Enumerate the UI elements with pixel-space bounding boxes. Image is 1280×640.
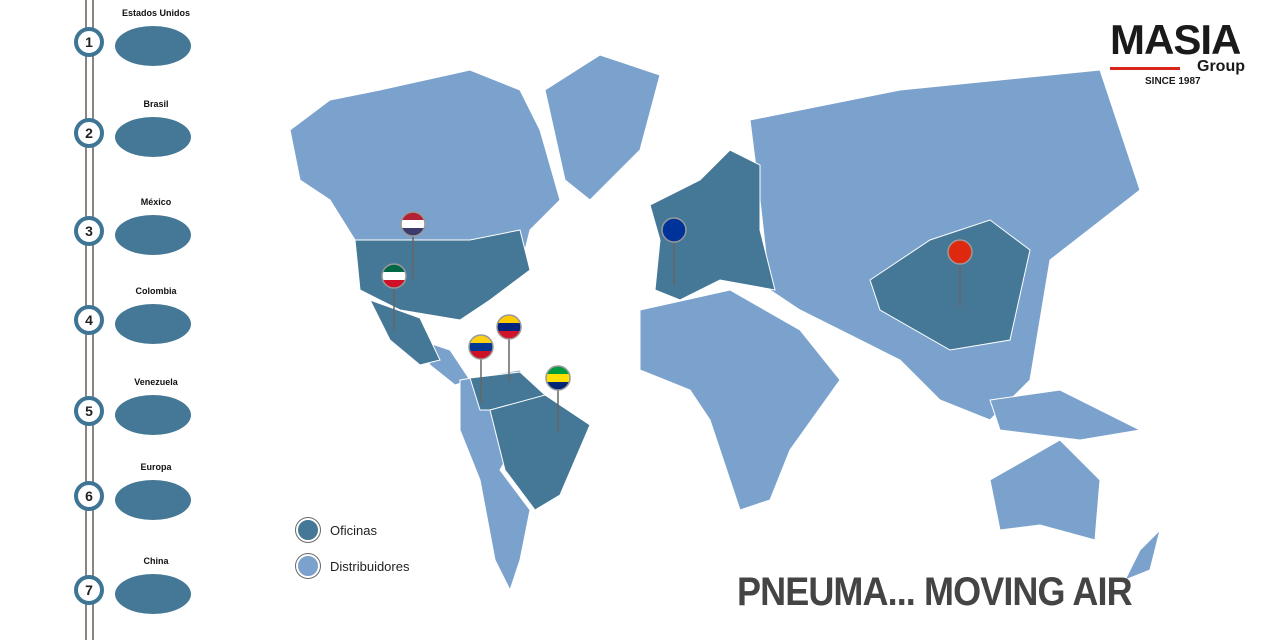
new-zealand: [1123, 528, 1161, 581]
us-flag: [400, 211, 426, 237]
step-5: 5: [74, 396, 104, 426]
china-flag: [947, 239, 973, 265]
brazil: [489, 394, 591, 511]
step-7: 7: [74, 575, 104, 605]
country-label: Brasil: [143, 99, 169, 109]
southeast-asia: [989, 389, 1142, 441]
masia-logo: MASIA Group SINCE 1987: [1110, 16, 1245, 87]
colombia-flag: [468, 334, 494, 360]
step-1: 1: [74, 27, 104, 57]
country-label: Venezuela: [134, 377, 178, 387]
venezuela-flag: [496, 314, 522, 340]
logo-since: SINCE 1987: [1145, 76, 1201, 87]
country-silhouette: [115, 480, 191, 520]
logo-name: MASIA: [1110, 16, 1241, 63]
greenland: [544, 54, 661, 201]
offices-swatch: [296, 518, 320, 542]
europe: [649, 149, 776, 301]
eu-flag: [661, 217, 687, 243]
country-silhouette: [115, 117, 191, 157]
country-label: China: [143, 556, 169, 566]
slogan: PNEUMA... MOVING AIR: [737, 570, 1133, 614]
step-3: 3: [74, 216, 104, 246]
country-label: Europa: [140, 462, 172, 472]
legend-offices: Oficinas: [296, 518, 377, 542]
country-silhouette: [115, 304, 191, 344]
china: [869, 219, 1031, 351]
brazil-flag: [545, 365, 571, 391]
step-2: 2: [74, 118, 104, 148]
country-label: Estados Unidos: [121, 8, 190, 18]
distributors-swatch: [296, 554, 320, 578]
logo-sub: Group: [1110, 58, 1245, 76]
north-america: [289, 69, 561, 271]
country-silhouette: [115, 26, 191, 66]
usa: [354, 229, 531, 321]
country-silhouette: [115, 215, 191, 255]
mexico: [368, 299, 441, 366]
country-silhouette: [115, 574, 191, 614]
step-6: 6: [74, 481, 104, 511]
country-label: México: [140, 197, 172, 207]
mexico-flag: [381, 263, 407, 289]
australia: [989, 439, 1101, 541]
step-4: 4: [74, 305, 104, 335]
legend-label: Distribuidores: [330, 558, 410, 574]
country-label: Colombia: [135, 286, 177, 296]
legend-label: Oficinas: [330, 522, 377, 538]
legend-distributors: Distribuidores: [296, 554, 409, 578]
africa: [639, 289, 841, 511]
country-silhouette: [115, 395, 191, 435]
